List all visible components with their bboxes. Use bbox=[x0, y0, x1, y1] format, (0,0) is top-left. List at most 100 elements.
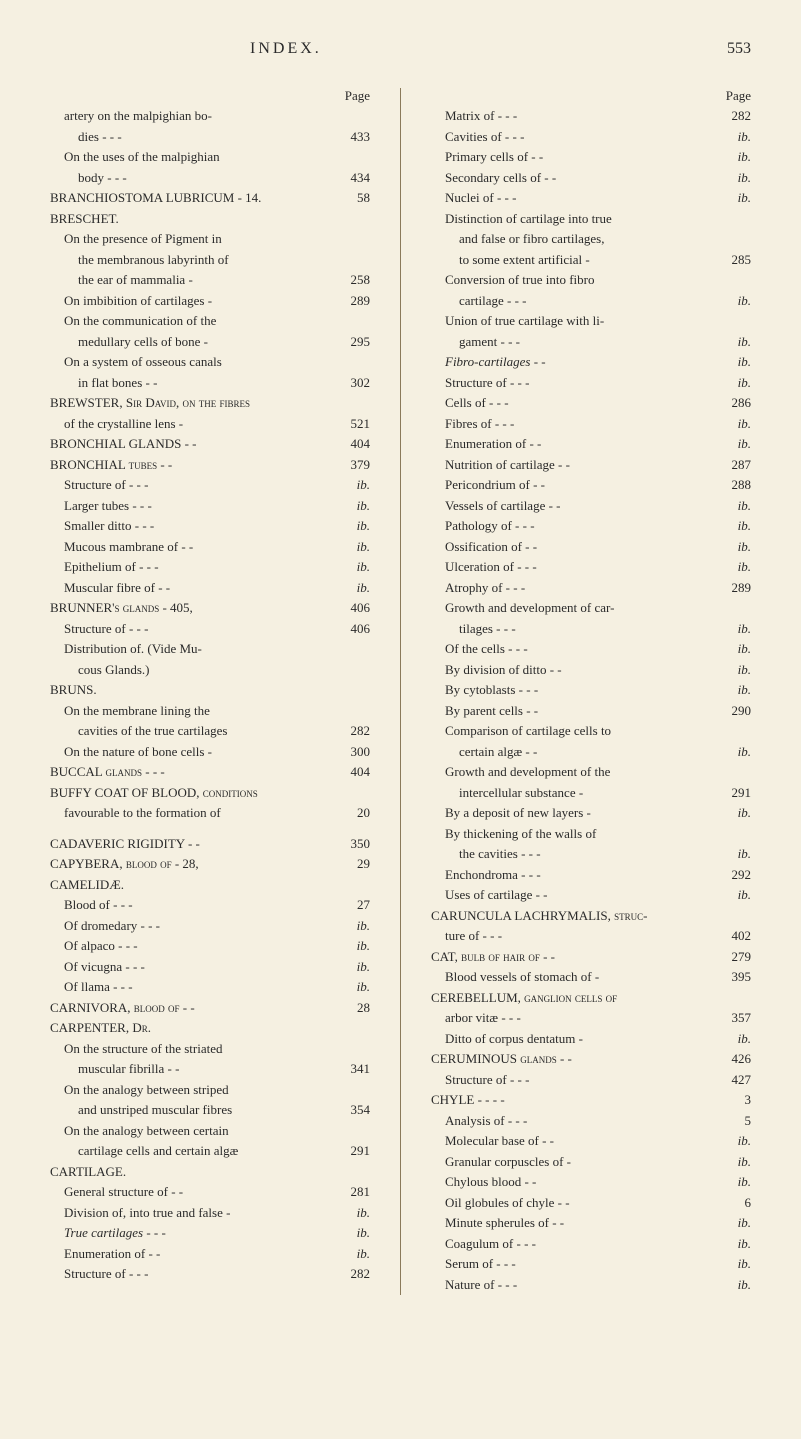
index-entry: True cartilages - - -ib. bbox=[50, 1223, 370, 1243]
index-entry-page: ib. bbox=[716, 1213, 751, 1233]
index-entry: Distribution of. (Vide Mu- bbox=[50, 639, 370, 659]
header-title: INDEX. bbox=[250, 40, 322, 58]
index-entry-text: Molecular base of - - bbox=[445, 1131, 716, 1151]
index-entry: By cytoblasts - - -ib. bbox=[431, 680, 751, 700]
index-entry: On the nature of bone cells -300 bbox=[50, 742, 370, 762]
index-entry: Blood vessels of stomach of -395 bbox=[431, 967, 751, 987]
index-entry: CAPYBERA, blood of - 28,29 bbox=[50, 854, 370, 874]
index-entry-text: On the membrane lining the bbox=[64, 701, 335, 721]
index-entry: Division of, into true and false -ib. bbox=[50, 1203, 370, 1223]
index-entry-text: Cells of - - - bbox=[445, 393, 716, 413]
index-entry-page: ib. bbox=[716, 557, 751, 577]
index-entry-page: 404 bbox=[335, 434, 370, 454]
index-entry: On imbibition of cartilages -289 bbox=[50, 291, 370, 311]
index-entry: CARUNCULA LACHRYMALIS, struc- bbox=[431, 906, 751, 926]
index-entry: and false or fibro cartilages, bbox=[431, 229, 751, 249]
index-entry: Enumeration of - -ib. bbox=[50, 1244, 370, 1264]
index-entry-page: 434 bbox=[335, 168, 370, 188]
index-entry-text: dies - - - bbox=[78, 127, 335, 147]
index-entry-page: ib. bbox=[716, 885, 751, 905]
index-entry-text: Pathology of - - - bbox=[445, 516, 716, 536]
index-entry-text: Conversion of true into fibro bbox=[445, 270, 716, 290]
index-entry: Structure of - - -ib. bbox=[431, 373, 751, 393]
index-entry-text: Of alpaco - - - bbox=[64, 936, 335, 956]
index-entry-page: 302 bbox=[335, 373, 370, 393]
index-entry-page: ib. bbox=[716, 680, 751, 700]
index-entry: Structure of - - -ib. bbox=[50, 475, 370, 495]
index-entry-page: 521 bbox=[335, 414, 370, 434]
index-entry-text: Smaller ditto - - - bbox=[64, 516, 335, 536]
index-entry-text: Enumeration of - - bbox=[445, 434, 716, 454]
index-entry-page: 427 bbox=[716, 1070, 751, 1090]
index-entry-text: By thickening of the walls of bbox=[445, 824, 716, 844]
index-entry-text: Ossification of - - bbox=[445, 537, 716, 557]
header-row: INDEX. 553 bbox=[50, 40, 751, 58]
index-entry: CAMELIDÆ. bbox=[50, 875, 370, 895]
index-entry-page: ib. bbox=[716, 1275, 751, 1295]
index-entry: Epithelium of - - -ib. bbox=[50, 557, 370, 577]
index-entry-text: CAMELIDÆ. bbox=[50, 875, 335, 895]
index-entry-text: Comparison of cartilage cells to bbox=[445, 721, 716, 741]
index-entry: Comparison of cartilage cells to bbox=[431, 721, 751, 741]
index-entry-text: Epithelium of - - - bbox=[64, 557, 335, 577]
index-entry: Growth and development of the bbox=[431, 762, 751, 782]
index-entry-page: 58 bbox=[335, 188, 370, 208]
right-entries: Matrix of - - -282Cavities of - - -ib.Pr… bbox=[431, 106, 751, 1294]
index-entry: Uses of cartilage - -ib. bbox=[431, 885, 751, 905]
index-entry-page: 286 bbox=[716, 393, 751, 413]
index-entry-page: ib. bbox=[716, 414, 751, 434]
index-entry: Pathology of - - -ib. bbox=[431, 516, 751, 536]
index-entry-page: 402 bbox=[716, 926, 751, 946]
index-entry-text: the cavities - - - bbox=[459, 844, 716, 864]
index-entry: body - - -434 bbox=[50, 168, 370, 188]
index-entry: CAT, bulb of hair of - -279 bbox=[431, 947, 751, 967]
index-entry-text: On the structure of the striated bbox=[64, 1039, 335, 1059]
index-entry-text: CAPYBERA, blood of - 28, bbox=[50, 854, 335, 874]
index-entry-text: Nutrition of cartilage - - bbox=[445, 455, 716, 475]
index-entry-page: ib. bbox=[335, 496, 370, 516]
index-entry-text: Primary cells of - - bbox=[445, 147, 716, 167]
index-entry-page: 404 bbox=[335, 762, 370, 782]
index-entry: On the structure of the striated bbox=[50, 1039, 370, 1059]
index-entry-text: On the analogy between striped bbox=[64, 1080, 335, 1100]
index-entry-page: 406 bbox=[335, 598, 370, 618]
index-entry-text: By a deposit of new layers - bbox=[445, 803, 716, 823]
index-entry-text: cartilage cells and certain algæ bbox=[78, 1141, 335, 1161]
index-entry-page: 291 bbox=[335, 1141, 370, 1161]
index-entry: BRESCHET. bbox=[50, 209, 370, 229]
index-entry-text: Structure of - - - bbox=[64, 619, 335, 639]
index-entry-page: ib. bbox=[716, 803, 751, 823]
index-entry-page: ib. bbox=[335, 977, 370, 997]
index-entry-page: 406 bbox=[335, 619, 370, 639]
index-entry: in flat bones - -302 bbox=[50, 373, 370, 393]
index-entry-page: ib. bbox=[716, 537, 751, 557]
index-entry: By parent cells - -290 bbox=[431, 701, 751, 721]
index-entry-text: Analysis of - - - bbox=[445, 1111, 716, 1131]
index-entry-page: ib. bbox=[716, 291, 751, 311]
index-entry: By a deposit of new layers -ib. bbox=[431, 803, 751, 823]
index-entry-text: Nature of - - - bbox=[445, 1275, 716, 1295]
index-entry-page: ib. bbox=[335, 1244, 370, 1264]
column-divider bbox=[400, 88, 401, 1295]
index-entry-text: CARPENTER, Dr. bbox=[50, 1018, 335, 1038]
index-entry-text: Atrophy of - - - bbox=[445, 578, 716, 598]
index-entry-text: General structure of - - bbox=[64, 1182, 335, 1202]
index-entry-text: BRESCHET. bbox=[50, 209, 335, 229]
index-entry-page: ib. bbox=[716, 127, 751, 147]
index-entry-text: BRONCHIAL tubes - - bbox=[50, 455, 335, 475]
index-entry-text: Fibro-cartilages - - bbox=[445, 352, 716, 372]
index-entry-text: CAT, bulb of hair of - - bbox=[431, 947, 716, 967]
index-entry-text: Ulceration of - - - bbox=[445, 557, 716, 577]
index-entry: Cavities of - - -ib. bbox=[431, 127, 751, 147]
index-entry: CEREBELLUM, ganglion cells of bbox=[431, 988, 751, 1008]
index-entry-text: to some extent artificial - bbox=[459, 250, 716, 270]
index-entry-page: ib. bbox=[335, 1223, 370, 1243]
index-entry-text: CARNIVORA, blood of - - bbox=[50, 998, 335, 1018]
index-entry: the ear of mammalia -258 bbox=[50, 270, 370, 290]
index-entry-text: certain algæ - - bbox=[459, 742, 716, 762]
index-entry-text: Structure of - - - bbox=[64, 475, 335, 495]
index-entry: On the presence of Pigment in bbox=[50, 229, 370, 249]
index-entry-page: 285 bbox=[716, 250, 751, 270]
index-entry-page: 3 bbox=[716, 1090, 751, 1110]
index-entry: Atrophy of - - -289 bbox=[431, 578, 751, 598]
